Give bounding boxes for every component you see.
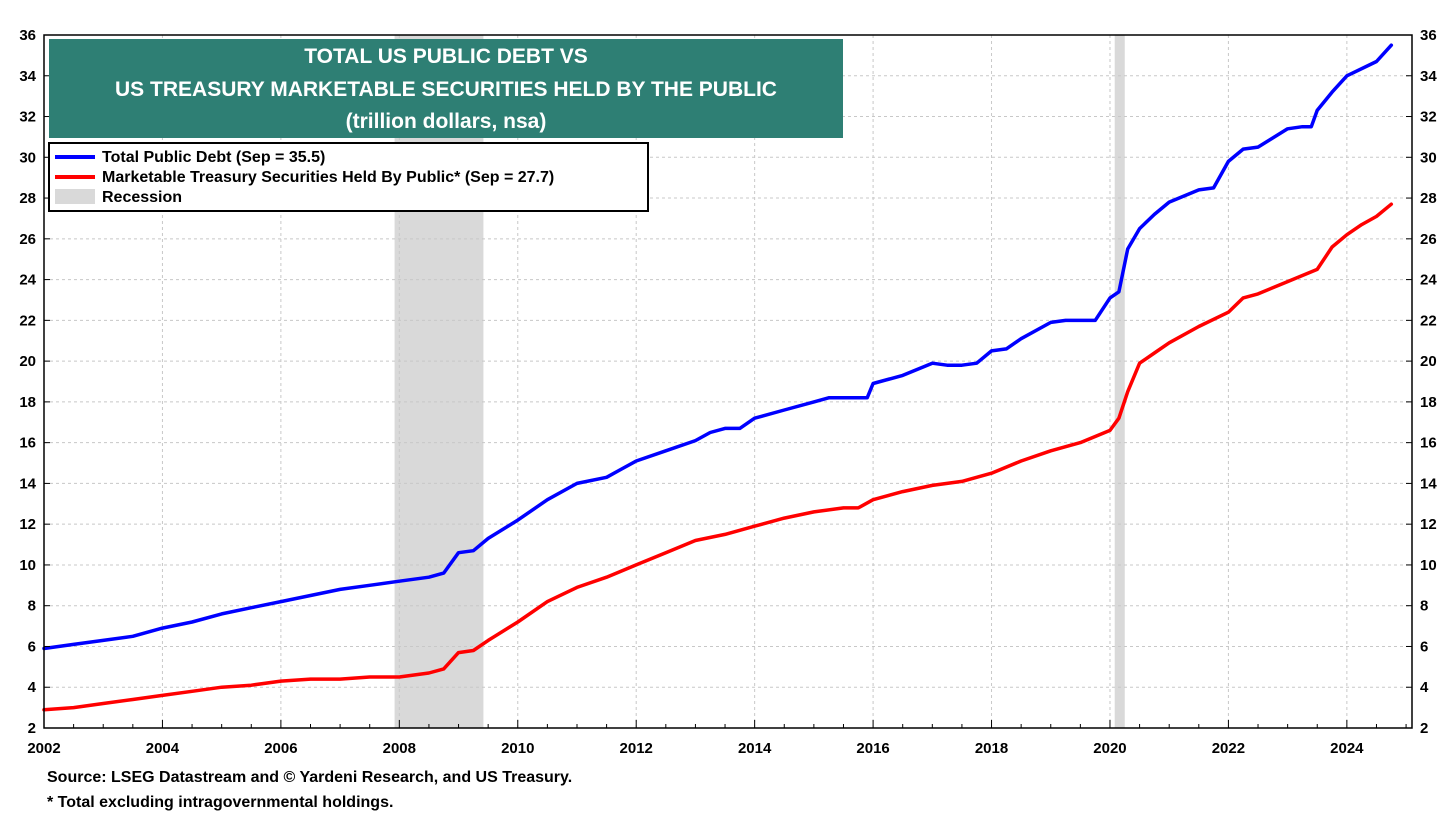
y-tick-label-right: 32 [1420,109,1437,126]
x-tick-label: 2016 [856,740,889,757]
y-tick-label-left: 12 [19,516,36,533]
y-tick-label-left: 10 [19,557,36,574]
x-tick-label: 2020 [1093,740,1126,757]
legend-swatch-recession [55,189,95,204]
footnote: * Total excluding intragovernmental hold… [47,794,394,811]
legend: Total Public Debt (Sep = 35.5) Marketabl… [48,142,649,212]
y-tick-label-left: 18 [19,394,36,411]
x-tick-label: 2024 [1330,740,1364,757]
y-tick-label-left: 22 [19,312,36,329]
y-tick-label-right: 24 [1420,272,1437,289]
y-tick-label-right: 34 [1420,68,1437,85]
y-tick-label-left: 26 [19,231,36,248]
y-tick-label-right: 8 [1420,598,1428,615]
x-tick-label: 2010 [501,740,534,757]
y-tick-label-right: 14 [1420,475,1437,492]
source-note: Source: LSEG Datastream and © Yardeni Re… [47,769,573,786]
title-line-3: (trillion dollars, nsa) [346,110,547,133]
y-tick-label-left: 28 [19,190,36,207]
recession-band [1114,35,1125,728]
y-tick-label-left: 14 [19,475,36,492]
title-line-1: TOTAL US PUBLIC DEBT VS [304,45,588,68]
series-marketable-securities [42,202,1394,712]
y-tick-label-left: 8 [28,598,36,615]
y-tick-label-right: 26 [1420,231,1437,248]
y-tick-label-left: 36 [19,27,36,44]
y-tick-label-right: 2 [1420,720,1428,737]
x-tick-label: 2004 [146,740,180,757]
y-tick-label-right: 22 [1420,312,1437,329]
chart-title-box: TOTAL US PUBLIC DEBT VS US TREASURY MARK… [49,39,843,138]
x-tick-label: 2012 [620,740,653,757]
y-tick-label-right: 28 [1420,190,1437,207]
plot-frame [43,34,1413,729]
x-tick-label: 2008 [383,740,416,757]
y-tick-label-left: 6 [28,638,36,655]
y-tick-label-left: 4 [28,679,37,696]
recession-band [394,35,484,728]
y-tick-label-left: 24 [19,272,36,289]
y-tick-label-left: 30 [19,149,36,166]
y-tick-label-right: 30 [1420,149,1437,166]
y-tick-label-right: 6 [1420,638,1428,655]
x-tick-label: 2002 [27,740,60,757]
x-tick-label: 2014 [738,740,772,757]
legend-label-marketable: Marketable Treasury Securities Held By P… [102,169,554,186]
gridlines [44,35,1412,728]
x-tick-label: 2018 [975,740,1008,757]
y-tick-label-right: 18 [1420,394,1437,411]
x-tick-label: 2006 [264,740,297,757]
y-tick-label-right: 12 [1420,516,1437,533]
y-tick-label-right: 20 [1420,353,1437,370]
x-tick-label: 2022 [1212,740,1245,757]
y-tick-label-right: 36 [1420,27,1437,44]
title-line-2: US TREASURY MARKETABLE SECURITIES HELD B… [115,78,777,101]
legend-label-recession: Recession [102,189,182,206]
y-tick-label-right: 10 [1420,557,1437,574]
y-tick-label-left: 34 [19,68,36,85]
series-lines [42,43,1394,712]
y-tick-label-right: 4 [1420,679,1429,696]
y-tick-label-left: 16 [19,435,36,452]
y-tick-label-left: 20 [19,353,36,370]
y-tick-label-right: 16 [1420,435,1437,452]
recession-bands [394,35,1125,728]
y-tick-label-left: 2 [28,720,36,737]
y-tick-label-left: 32 [19,109,36,126]
legend-label-total-debt: Total Public Debt (Sep = 35.5) [102,149,325,166]
series-total-public-debt [42,43,1394,651]
